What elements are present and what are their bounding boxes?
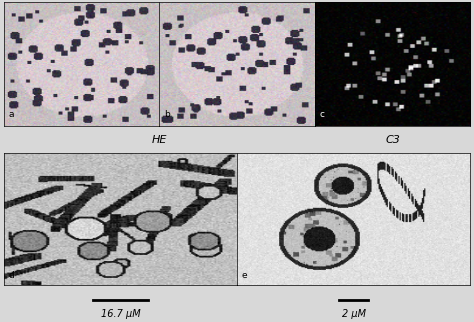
Text: d: d (9, 271, 14, 280)
Text: a: a (9, 110, 14, 119)
Text: e: e (242, 271, 247, 280)
Text: 16.7 μM: 16.7 μM (100, 309, 140, 319)
Text: c: c (319, 110, 324, 119)
Text: b: b (164, 110, 170, 119)
Text: 2 μM: 2 μM (342, 309, 365, 319)
Text: HE: HE (152, 135, 167, 145)
Text: C3: C3 (385, 135, 400, 145)
